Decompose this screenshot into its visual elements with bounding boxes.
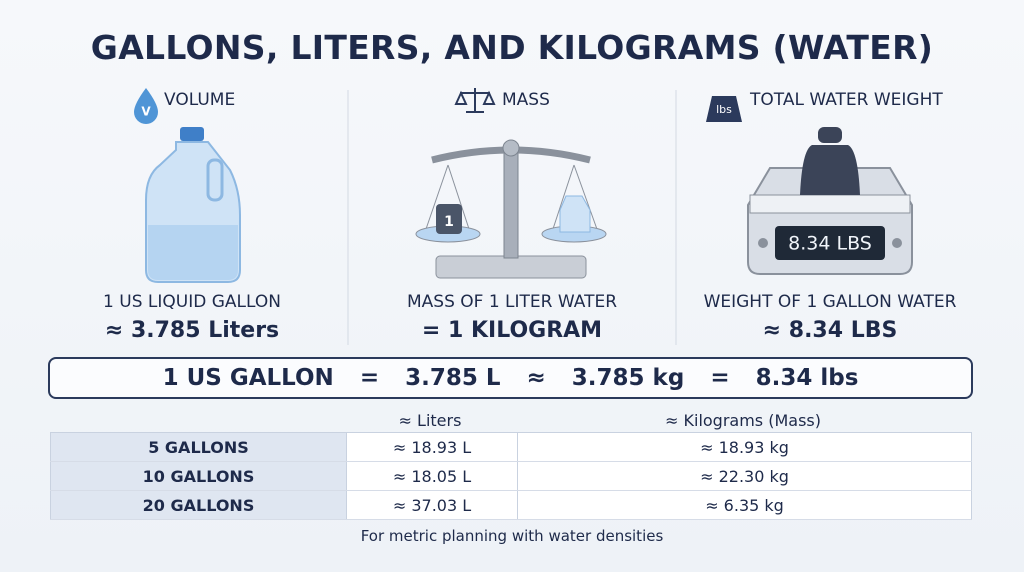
icon-text: lbs: [716, 103, 732, 116]
title: GALLONS, LITERS, AND KILOGRAMS (WATER): [90, 28, 934, 67]
lbs-icon: [706, 96, 742, 122]
equation-part: =: [359, 365, 380, 391]
table-cell: ≈ 37.03 L: [346, 490, 518, 520]
footnote: For metric planning with water densities: [360, 527, 664, 545]
equation-part: =: [710, 365, 730, 391]
panel-value: ≈ 8.34 LBS: [762, 318, 898, 343]
table-row: 10 GALLONS ≈ 18.05 L ≈ 22.30 kg: [50, 461, 972, 491]
table-cell: ≈ 18.93 L: [346, 432, 518, 462]
balance: 1: [415, 139, 607, 279]
equation-part: 8.34 lbs: [755, 365, 859, 391]
panel-value: ≈ 3.785 Liters: [104, 318, 280, 343]
panel-line: MASS OF 1 LITER WATER: [406, 292, 618, 312]
equation-part: 3.785 L: [405, 365, 501, 391]
equation-part: ≈: [526, 365, 546, 391]
equation-box: 1 US GALLON = 3.785 L ≈3.785 kg = 8.34 lbs: [48, 357, 973, 399]
table-cell: ≈ 22.30 kg: [517, 461, 972, 491]
equation-part: 1 US GALLON: [162, 365, 334, 391]
panel-line: 1 US LIQUID GALLON: [103, 292, 281, 312]
table-cell: ≈ 18.93 kg: [517, 432, 972, 462]
table-header: ≈ Kilograms (Mass): [665, 411, 821, 430]
panel-heading: TOTAL WATER WEIGHT: [750, 90, 943, 110]
table-cell: 5 GALLONS: [50, 432, 347, 462]
scale-display: 8.34 LBS: [788, 233, 872, 255]
table-row: 5 GALLONS ≈ 18.93 L ≈ 18.93 kg: [50, 432, 972, 462]
panel-value: = 1 KILOGRAM: [421, 318, 603, 343]
panel-heading: MASS: [502, 90, 550, 110]
panel-heading: VOLUME: [164, 90, 236, 110]
table-cell: 10 GALLONS: [50, 461, 347, 491]
balance-icon: [454, 88, 496, 113]
table-row: 20 GALLONS ≈ 37.03 L ≈ 6.35 kg: [50, 490, 972, 520]
table-cell: ≈ 6.35 kg: [517, 490, 972, 520]
equation-part: 3.785 kg: [571, 365, 685, 391]
panel-line: WEIGHT OF 1 GALLON WATER: [703, 292, 957, 312]
table-cell: ≈ 18.05 L: [346, 461, 518, 491]
conversion-table: 5 GALLONS ≈ 18.93 L ≈ 18.93 kg 10 GALLONS ≈ …: [50, 432, 972, 520]
table-header: ≈ Liters: [398, 411, 462, 430]
drop-icon: [134, 88, 158, 124]
icon-text: V: [141, 105, 151, 119]
weight-text: 1: [444, 214, 454, 230]
digital-scale: [747, 127, 913, 275]
jug: [145, 127, 241, 283]
table-cell: 20 GALLONS: [50, 490, 347, 520]
